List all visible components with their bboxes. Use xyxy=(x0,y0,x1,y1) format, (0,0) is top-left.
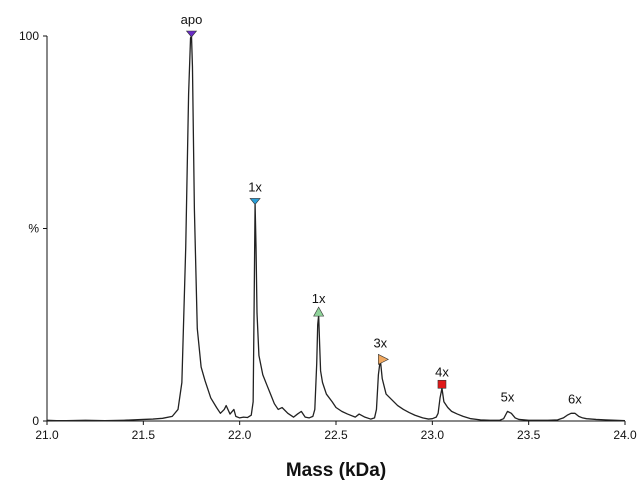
peak-marker-square xyxy=(437,379,447,389)
peak-annotation: apo xyxy=(181,12,203,38)
spectrum-series-line xyxy=(46,35,626,422)
peak-label: apo xyxy=(181,12,203,27)
peak-annotation: 6x xyxy=(568,391,582,406)
x-tick-label: 21.0 xyxy=(35,428,59,442)
x-tick-label: 22.0 xyxy=(228,428,252,442)
peak-marker-up-triangle xyxy=(313,306,325,317)
peak-annotation: 1x xyxy=(312,291,326,317)
peak-label: 5x xyxy=(501,389,515,404)
peak-marker-down-triangle xyxy=(249,198,261,205)
x-tick-label: 24.0 xyxy=(613,428,637,442)
peak-label: 3x xyxy=(373,335,387,350)
y-ticks: 0% 100 xyxy=(19,29,47,428)
x-tick-label: 23.0 xyxy=(421,428,445,442)
x-tick-label: 23.5 xyxy=(517,428,541,442)
peak-annotations: apo 1x 1x 3x 4x 5x 6x xyxy=(181,12,583,406)
x-axis-title: Mass (kDa) xyxy=(286,460,386,481)
peak-label: 1x xyxy=(248,179,262,194)
peak-marker-down-triangle xyxy=(185,30,198,38)
axes xyxy=(46,36,625,422)
y-tick-label: % xyxy=(28,222,39,236)
peak-label: 6x xyxy=(568,391,582,406)
peak-annotation: 3x xyxy=(373,335,389,365)
peak-label: 4x xyxy=(435,364,449,379)
peak-label: 1x xyxy=(312,291,326,306)
peak-marker-right-triangle xyxy=(378,353,389,365)
y-tick-label: 100 xyxy=(19,29,39,43)
x-ticks: 21.0 21.5 22.0 22.5 23.0 23.5 24.0 xyxy=(35,421,637,442)
x-tick-label: 22.5 xyxy=(324,428,348,442)
x-tick-label: 21.5 xyxy=(132,428,156,442)
peak-annotation: 4x xyxy=(435,364,449,389)
y-tick-label: 0 xyxy=(32,414,39,428)
peak-annotation: 5x xyxy=(501,389,515,404)
peak-annotation: 1x xyxy=(248,179,262,205)
